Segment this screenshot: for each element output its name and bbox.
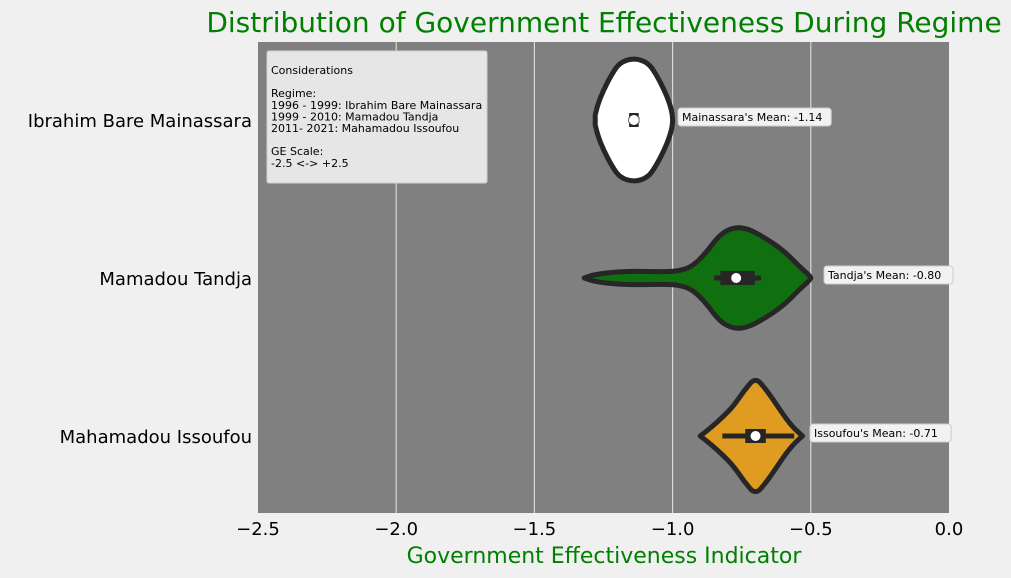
mean-label: Issoufou's Mean: -0.71 xyxy=(809,423,952,443)
mean-label-box xyxy=(823,265,954,285)
x-tick-label: 0.0 xyxy=(935,519,964,540)
considerations-line: 2011- 2021: Mahamadou Issoufou xyxy=(271,122,459,135)
y-tick-label: Mahamadou Issoufou xyxy=(60,427,252,448)
considerations-line: GE Scale: xyxy=(271,145,323,158)
y-tick-label: Ibrahim Bare Mainassara xyxy=(28,111,252,132)
x-tick-label: −1.0 xyxy=(651,519,695,540)
mean-label-text: Mainassara's Mean: -1.14 xyxy=(682,111,822,124)
mean-labels: Mainassara's Mean: -1.14 Tandja's Mean: -… xyxy=(677,107,954,443)
considerations-box: Considerations Regime:1996 - 1999: Ibrahi… xyxy=(266,50,488,184)
x-axis-ticks: −2.5 −2.0 −1.5 −1.0 −0.5 0.0 xyxy=(236,519,963,540)
x-tick-label: −1.5 xyxy=(513,519,557,540)
violin-median-dot xyxy=(628,115,639,125)
y-axis-ticks: Ibrahim Bare Mainassara Mamadou Tandja Mah… xyxy=(28,111,252,448)
considerations-line: 1999 - 2010: Mamadou Tandja xyxy=(271,110,438,123)
violins xyxy=(581,56,814,495)
y-tick-label: Mamadou Tandja xyxy=(99,269,252,290)
considerations-line: Regime: xyxy=(271,87,316,100)
x-tick-label: −2.5 xyxy=(236,519,280,540)
violin-median-dot xyxy=(731,273,742,283)
considerations-line: 1996 - 1999: Ibrahim Bare Mainassara xyxy=(271,99,482,112)
mean-label-box xyxy=(677,107,832,127)
violin-body xyxy=(581,225,814,331)
x-axis-label: Government Effectiveness Indicator xyxy=(407,544,803,569)
violin-median-dot xyxy=(750,431,761,441)
mean-label: Tandja's Mean: -0.80 xyxy=(823,265,954,285)
x-tick-label: −0.5 xyxy=(789,519,833,540)
mean-label-box xyxy=(809,423,952,443)
considerations-line: -2.5 <-> +2.5 xyxy=(271,157,349,170)
x-tick-label: −2.0 xyxy=(374,519,418,540)
chart-title: Distribution of Government Effectiveness… xyxy=(206,6,1001,39)
mean-label-text: Tandja's Mean: -0.80 xyxy=(827,269,941,282)
mean-label-text: Issoufou's Mean: -0.71 xyxy=(814,427,938,440)
mean-label: Mainassara's Mean: -1.14 xyxy=(677,107,832,127)
considerations-line: Considerations xyxy=(271,64,353,77)
